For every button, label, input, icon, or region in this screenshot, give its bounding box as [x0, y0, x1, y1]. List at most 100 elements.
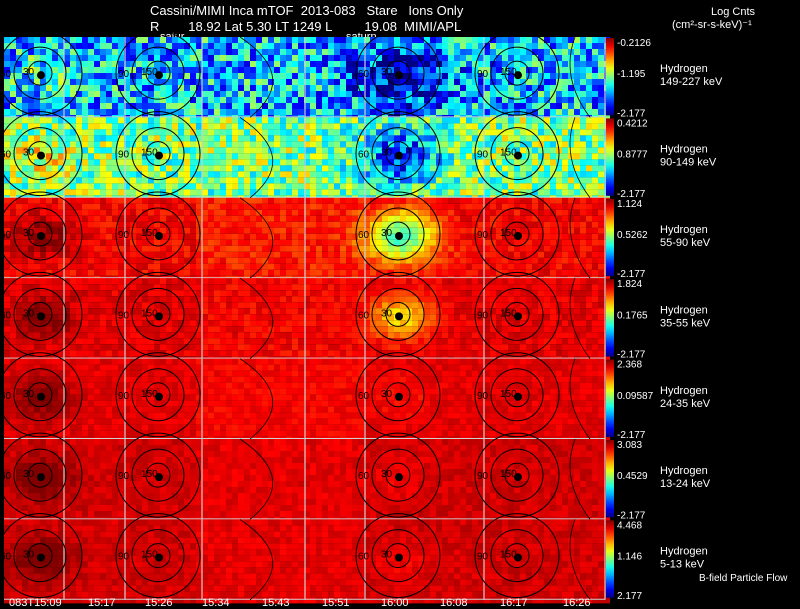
panel-3: 30 60 150 90 30 60 150 90 [0, 191, 610, 282]
colorbar-max-label: 1.124 [617, 199, 642, 210]
field-line [239, 117, 274, 199]
field-contours: 150 90 [474, 432, 560, 518]
contour-label: 150 [500, 148, 517, 159]
contour-label: 90 [477, 310, 489, 321]
contour-ring [490, 127, 544, 181]
colorbar-min-label: -2.177 [617, 108, 646, 119]
contour-ring [0, 30, 83, 116]
contour-ring [131, 127, 185, 181]
species-label: Hydrogen [660, 304, 708, 316]
planet-marker [514, 553, 522, 562]
field-contours: 30 60 [355, 111, 441, 197]
field-contours: 150 90 [115, 30, 201, 116]
contour-label: 30 [381, 67, 393, 78]
contour-ring [474, 30, 560, 116]
species-label: Hydrogen [660, 546, 708, 558]
field-line [569, 117, 591, 199]
contour-label: 90 [118, 230, 130, 241]
units-label: (cm²-sr-s-keV)⁻¹ [672, 19, 752, 31]
planet-marker [37, 553, 45, 562]
species-label: Hydrogen [660, 385, 708, 397]
field-contours: 30 60 [355, 191, 441, 277]
field-contours: 30 60 [0, 271, 83, 357]
contour-label: 90 [477, 471, 489, 482]
contour-ring [13, 207, 67, 261]
contour-ring [27, 141, 53, 167]
contour-ring [385, 543, 411, 569]
contour-ring [13, 368, 67, 422]
colorbar-min-label: -2.177 [617, 350, 646, 361]
colorbar-mid-label: 0.1765 [617, 310, 648, 321]
colorbar-min-label: -2.177 [617, 189, 646, 200]
contour-label: 150 [141, 550, 158, 561]
contour-label: 60 [358, 471, 370, 482]
contour-label: 90 [118, 310, 130, 321]
contour-label: 60 [358, 552, 370, 563]
contour-ring [27, 462, 53, 488]
field-contours: 150 90 [115, 271, 201, 357]
contour-label: 30 [23, 148, 35, 159]
field-contours: 30 60 [355, 30, 441, 116]
contour-ring [131, 448, 185, 502]
contour-label: 60 [358, 69, 370, 80]
contour-label: 90 [477, 69, 489, 80]
contour-ring [490, 287, 544, 341]
colorbar-5 [606, 359, 614, 437]
planet-marker [395, 473, 403, 482]
planet-marker [155, 312, 163, 321]
contour-label: 30 [381, 148, 393, 159]
colorbar-max-label: -0.2126 [617, 38, 651, 49]
contour-ring [490, 368, 544, 422]
contour-ring [474, 271, 560, 357]
contour-label: 150 [141, 148, 158, 159]
contour-ring [13, 448, 67, 502]
field-line [569, 197, 591, 279]
contour-label: 60 [0, 471, 12, 482]
contour-label: 60 [358, 391, 370, 402]
x-tick-label: 16:08 [440, 597, 468, 609]
x-tick-label: 15:26 [145, 597, 173, 609]
contour-ring [504, 60, 530, 86]
planet-marker [395, 231, 403, 240]
contour-label: 30 [23, 308, 35, 319]
contour-ring [131, 207, 185, 261]
field-contours: 30 60 [0, 432, 83, 518]
species-label: Hydrogen [660, 224, 708, 236]
contour-label: 90 [118, 69, 130, 80]
field-contours: 150 90 [115, 191, 201, 277]
contour-label: 150 [500, 469, 517, 480]
x-tick-label: 15:17 [88, 597, 116, 609]
colorbar-max-label: 0.4212 [617, 118, 648, 129]
contour-label: 30 [23, 550, 35, 561]
planet-marker [155, 473, 163, 482]
contour-label: 30 [381, 308, 393, 319]
contour-ring [355, 191, 441, 277]
contour-ring [504, 462, 530, 488]
contour-ring [385, 141, 411, 167]
panel-6: 30 60 150 90 30 60 150 90 [0, 432, 610, 523]
colorbar-7 [606, 520, 614, 598]
contour-label: 30 [381, 389, 393, 400]
contour-label: 90 [118, 391, 130, 402]
contour-label: 150 [500, 228, 517, 239]
field-contours: 150 90 [115, 352, 201, 438]
field-line [239, 36, 274, 118]
units-title: Log Cnts [711, 6, 756, 18]
contour-ring [371, 368, 425, 422]
contour-ring [504, 382, 530, 408]
field-contours: 30 60 [0, 111, 83, 197]
contour-ring [13, 46, 67, 100]
contour-ring [0, 111, 83, 197]
planet-marker [395, 71, 403, 80]
contour-label: 150 [500, 550, 517, 561]
colorbar-mid-label: 0.09587 [617, 391, 654, 402]
contour-ring [0, 271, 83, 357]
x-tick-label: 16:00 [381, 597, 409, 609]
contour-ring [27, 221, 53, 247]
contour-ring [355, 30, 441, 116]
panel-2: 30 60 150 90 30 60 150 90 [0, 111, 610, 202]
contour-label: 60 [0, 69, 12, 80]
x-tick-label: 16:26 [563, 597, 591, 609]
field-contours: 30 60 [355, 513, 441, 599]
contour-label: 150 [141, 469, 158, 480]
